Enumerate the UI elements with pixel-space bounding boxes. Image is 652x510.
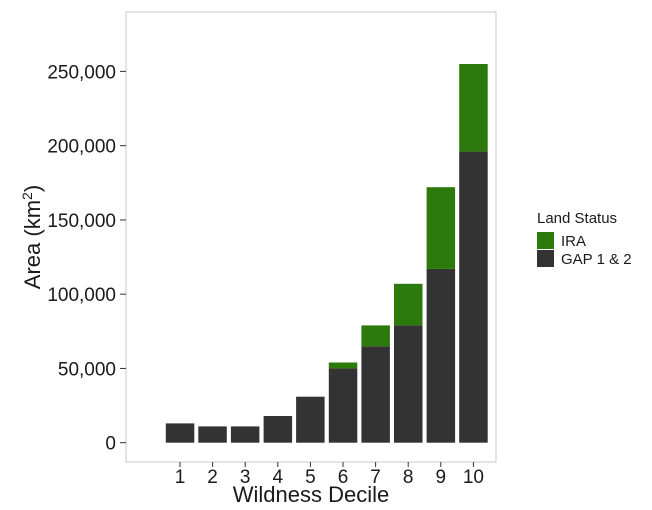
y-tick-label: 250,000 <box>47 62 116 83</box>
y-axis-title-main: Area (km <box>20 200 45 289</box>
y-axis-title: Area (km2) <box>19 185 45 289</box>
y-axis-title-superscript: 2 <box>19 192 35 200</box>
bar-ira-7 <box>361 325 390 347</box>
bar-gap-7 <box>361 346 390 443</box>
legend-swatch-0 <box>537 232 554 249</box>
y-tick-label: 50,000 <box>58 359 116 380</box>
bar-ira-9 <box>426 187 456 269</box>
legend-label-1: GAP 1 & 2 <box>561 251 632 268</box>
y-tick-label: 150,000 <box>47 211 116 232</box>
bar-ira-6 <box>328 362 358 369</box>
bar-gap-3 <box>230 426 260 443</box>
x-tick-label: 10 <box>463 467 484 488</box>
x-tick-label: 7 <box>370 467 381 488</box>
y-tick-label: 0 <box>105 434 116 455</box>
x-tick-label: 5 <box>305 467 316 488</box>
x-tick-label: 4 <box>273 467 284 488</box>
bar-gap-9 <box>426 268 456 443</box>
bars-group <box>165 64 488 443</box>
bar-gap-5 <box>296 396 325 443</box>
y-axis: 0 50,000 100,000 150,000 200,000 250,000 <box>47 62 126 455</box>
bar-ira-10 <box>459 64 488 152</box>
x-tick-label: 6 <box>338 467 349 488</box>
bar-gap-1 <box>165 423 195 443</box>
bar-ira-8 <box>394 283 423 326</box>
legend-title: Land Status <box>537 210 617 227</box>
bar-gap-10 <box>459 151 488 443</box>
bar-gap-8 <box>394 325 423 443</box>
x-tick-label: 1 <box>175 467 186 488</box>
x-tick-label: 8 <box>403 467 414 488</box>
x-axis: 1 2 3 4 5 6 7 8 9 10 <box>175 462 484 488</box>
bar-gap-6 <box>328 368 358 443</box>
x-tick-label: 9 <box>436 467 447 488</box>
x-axis-title: Wildness Decile <box>233 482 390 507</box>
x-tick-label: 2 <box>207 467 218 488</box>
legend-label-0: IRA <box>561 233 586 250</box>
bar-gap-2 <box>198 426 227 443</box>
legend-swatch-1 <box>537 250 554 267</box>
bar-gap-4 <box>263 416 293 443</box>
x-tick-label: 3 <box>240 467 251 488</box>
y-tick-label: 200,000 <box>47 137 116 158</box>
y-axis-title-end: ) <box>20 185 45 192</box>
y-tick-label: 100,000 <box>47 285 116 306</box>
